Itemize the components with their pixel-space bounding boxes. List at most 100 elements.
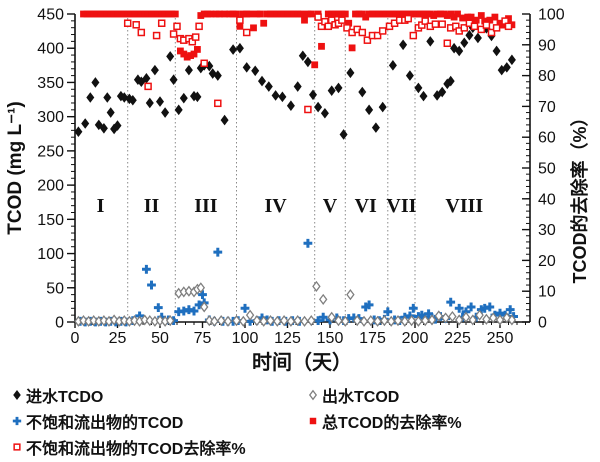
legend-item-effluent-tcod: 出水TCOD — [304, 382, 399, 408]
legend-row: 进水TCDO 出水TCOD — [0, 382, 600, 408]
y-right-tick-label: 70 — [538, 99, 556, 116]
unsat_effluent_tcod-point — [454, 303, 464, 313]
unsat_effluent_tcod-point — [480, 303, 490, 313]
phase-label-viii: VIII — [445, 195, 483, 217]
unsat_effluent_tcod-point — [505, 305, 515, 315]
phase-label-iii: III — [194, 195, 218, 217]
influent_tcod-point — [184, 64, 193, 76]
unsat_removal_pct-point — [373, 31, 382, 40]
influent_tcod-point — [150, 64, 159, 76]
influent_tcod-point — [220, 114, 229, 126]
unsat_removal_pct-point — [460, 24, 469, 32]
legend-item-influent-tcod: 进水TCDO — [0, 382, 304, 408]
influent_tcod-point — [120, 92, 129, 103]
unsat_effluent_tcod-point — [344, 314, 354, 323]
y-right-tick-label: 30 — [538, 222, 556, 239]
unsat_removal_pct-point — [173, 22, 181, 31]
unsat_effluent_tcod-point — [147, 280, 156, 290]
x-tick-label: 250 — [487, 330, 514, 347]
unsat_effluent_tcod-point — [318, 312, 328, 322]
unsat_removal_pct-point — [404, 14, 412, 23]
total_removal_pct-point — [379, 10, 387, 18]
influent_tcod-point — [94, 119, 103, 131]
effluent_tcod-point — [300, 315, 309, 327]
effluent_tcod-point — [427, 314, 437, 326]
influent_tcod-point — [286, 100, 295, 112]
total_removal_pct-point — [459, 14, 466, 22]
y-left-tick-label: 150 — [37, 212, 64, 229]
unsat_removal_pct-point — [487, 28, 496, 37]
unsat_effluent_tcod-point — [509, 312, 518, 321]
influent_tcod-point — [179, 92, 188, 104]
unsat_removal_pct-point — [304, 105, 312, 114]
influent_tcod-point — [193, 91, 202, 103]
total_removal_pct-point — [467, 13, 475, 21]
total_removal_pct-point — [301, 16, 308, 24]
legend-label: 出水TCOD — [322, 389, 400, 406]
unsat_effluent_tcod-point — [408, 303, 418, 313]
unsat_effluent_tcod-point — [405, 311, 415, 321]
influent_tcod-point — [213, 70, 222, 81]
influent_tcod-point — [465, 29, 474, 41]
unsat_effluent_tcod-legend-marker — [12, 416, 22, 426]
effluent_tcod-point — [196, 282, 206, 294]
influent_tcod-point — [74, 126, 83, 138]
effluent_tcod-point — [216, 315, 226, 327]
y-left-tick-label: 50 — [46, 280, 64, 297]
effluent_tcod-point — [120, 315, 129, 327]
influent_tcod-point — [81, 118, 90, 129]
legend-label: 不饱和流出物的TCOD去除率% — [26, 441, 246, 458]
effluent_tcod-point — [273, 315, 282, 327]
y-right-tick-label: 20 — [538, 253, 556, 270]
influent_tcod-point — [251, 65, 260, 77]
total_removal_pct-point — [464, 13, 472, 21]
x-tick-label: 75 — [194, 330, 212, 347]
unsat_removal_pct-point — [421, 17, 429, 25]
effluent_tcod-point — [327, 311, 336, 323]
unsat_removal_pct-point — [169, 30, 178, 38]
phase-dividers — [127, 14, 416, 322]
influent_tcod-point — [142, 73, 151, 84]
effluent_tcod-point — [495, 314, 505, 326]
total_removal_pct-point — [311, 61, 319, 69]
influent_tcod-point — [446, 75, 455, 87]
total_removal_pct-point — [221, 10, 228, 18]
legend-marker — [13, 389, 21, 401]
effluent_tcod-point — [245, 309, 255, 321]
total_removal_pct-point — [318, 42, 325, 50]
total_removal_pct-point — [362, 13, 370, 21]
y-left-tick-label: 250 — [37, 143, 64, 160]
x-tick-label: 0 — [71, 330, 80, 347]
total_removal_pct-point — [491, 13, 499, 21]
influent_tcod-legend-marker — [13, 389, 21, 401]
unsat_effluent_tcod-point — [485, 302, 495, 312]
total_removal_pct-point — [236, 22, 244, 30]
x-tick-label: 175 — [359, 330, 386, 347]
y-left-tick-label: 300 — [37, 109, 64, 126]
effluent_tcod-point — [232, 315, 241, 327]
total_removal_pct-point — [171, 10, 179, 18]
effluent_tcod-point — [461, 311, 471, 323]
total_removal_pct-point — [246, 10, 254, 18]
unsat_effluent_tcod-point — [179, 306, 189, 316]
y-right-tick-label: 80 — [538, 68, 556, 85]
y-right-tick-label: 10 — [538, 284, 556, 301]
unsat_removal_pct-point — [191, 33, 200, 41]
total_removal_pct-point — [190, 50, 198, 58]
effluent_tcod-point — [380, 315, 389, 327]
total_removal_pct-point — [180, 50, 188, 58]
total_removal_pct-point — [256, 10, 264, 18]
y-left-tick-label: 200 — [37, 178, 64, 195]
unsat_effluent_tcod-point — [142, 264, 151, 274]
effluent_tcod-point — [155, 315, 165, 327]
influent_tcod-point — [271, 90, 280, 101]
y-right-tick-label: 40 — [538, 191, 556, 208]
influent_tcod-point — [339, 129, 348, 140]
effluent_tcod-point — [318, 293, 328, 305]
influent_tcod-point — [229, 44, 238, 55]
total_removal_pct-point — [194, 46, 201, 53]
effluent_tcod-point — [184, 285, 194, 297]
unsat_removal_pct-point — [242, 28, 251, 37]
unsat_removal_pct-point — [123, 19, 132, 27]
